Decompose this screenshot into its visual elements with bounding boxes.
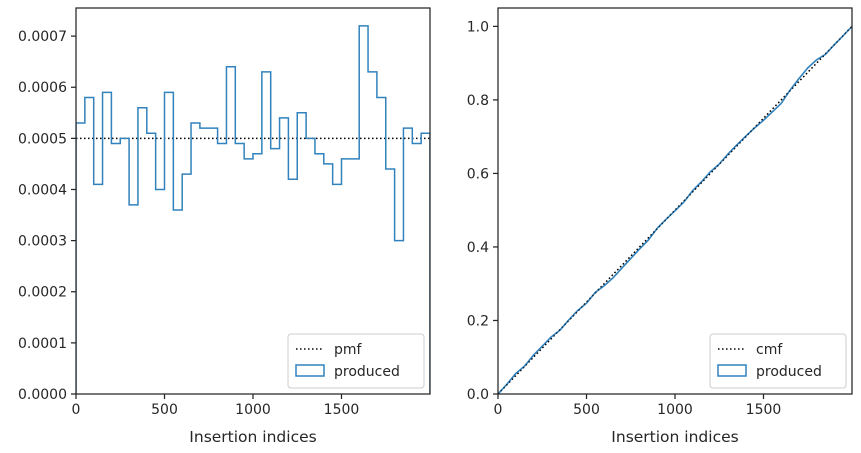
x-axis-label: Insertion indices [189, 428, 316, 446]
x-tick-label: 500 [151, 402, 178, 418]
x-tick-label: 1500 [746, 402, 782, 418]
x-tick-label: 0 [72, 402, 81, 418]
y-tick-label: 0.0003 [18, 234, 67, 250]
x-tick-label: 0 [494, 402, 503, 418]
y-tick-label: 0.0004 [18, 182, 67, 198]
y-tick-label: 0.0001 [18, 336, 67, 352]
y-tick-label: 0.0005 [18, 131, 67, 147]
plot-area [76, 25, 430, 394]
y-tick-label: 0.0006 [18, 80, 67, 96]
pmf-chart-panel: 0 500 1000 1500 0.0000 0.0001 0.0002 0.0003 0.00… [18, 7, 431, 446]
y-tick-label: 0.0002 [18, 285, 67, 301]
y-tick-label: 0.0 [467, 387, 489, 403]
legend-swatch-produced [717, 364, 747, 377]
legend-label-produced: produced [334, 364, 400, 380]
x-tick-label: 1500 [324, 402, 360, 418]
y-tick-label: 0.8 [467, 93, 489, 109]
plot-area [498, 25, 852, 394]
legend-box [709, 333, 847, 389]
legend: cmf produced [709, 333, 847, 389]
legend-box [287, 333, 425, 389]
y-tick-label: 0.6 [467, 166, 489, 182]
series-produced-steps [76, 25, 430, 394]
legend: pmf produced [287, 333, 425, 389]
legend-label-cmf: cmf [756, 342, 783, 358]
legend-swatch-produced [295, 364, 325, 377]
series-cmf-line-overlay [498, 25, 852, 394]
y-tick-label: 0.2 [467, 313, 489, 329]
x-tick-label: 1000 [657, 402, 693, 418]
legend-label-pmf: pmf [334, 342, 363, 358]
cmf-chart-panel: 0 500 1000 1500 0.0 0.2 0.4 0.6 0.8 1.0 Insertion … [467, 7, 853, 446]
y-tick-label: 1.0 [467, 19, 489, 35]
y-tick-label: 0.4 [467, 240, 489, 256]
x-tick-label: 1000 [235, 402, 271, 418]
legend-label-produced: produced [756, 364, 822, 380]
x-axis-label: Insertion indices [611, 428, 738, 446]
y-tick-label: 0.0000 [18, 387, 67, 403]
x-tick-label: 500 [573, 402, 600, 418]
y-tick-label: 0.0007 [18, 29, 67, 45]
